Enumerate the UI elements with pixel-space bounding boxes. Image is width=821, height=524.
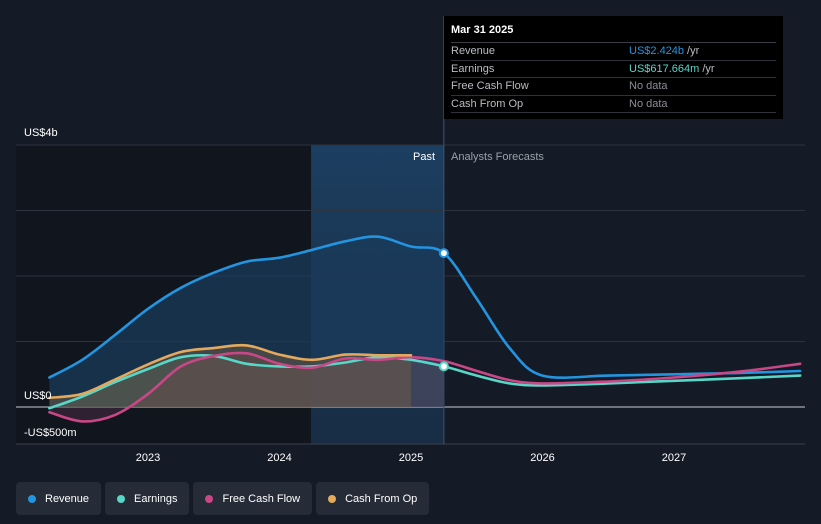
revenue-line (48, 235, 802, 379)
tooltip-value: No data (629, 80, 668, 92)
free-cash-flow-line (48, 351, 802, 423)
tooltip-label: Free Cash Flow (451, 80, 529, 92)
tooltip-label: Revenue (451, 45, 496, 57)
tooltip-value: US$2.424b (629, 45, 685, 57)
y-axis-bottom-label: -US$500m (24, 427, 77, 439)
tooltip-row-cash-from-op: Cash From Op No data (451, 96, 776, 113)
x-tick-label: 2027 (662, 452, 686, 464)
forecast-region-label: Analysts Forecasts (451, 151, 544, 163)
tooltip-label: Earnings (451, 62, 495, 75)
tooltip-row-free-cash-flow: Free Cash Flow No data (451, 78, 776, 96)
tooltip-unit: /yr (702, 62, 715, 75)
legend-label: Earnings (134, 492, 178, 505)
tooltip-value: US$617.664m (629, 62, 700, 75)
legend-label: Cash From Op (345, 492, 418, 505)
earnings-dot-icon (117, 494, 126, 503)
tooltip-row-revenue: Revenue US$2.424b /yr (451, 43, 776, 61)
tooltip-date: Mar 31 2025 (451, 24, 776, 43)
legend-item-earnings[interactable]: Earnings (105, 482, 190, 515)
tooltip-unit: /yr (687, 45, 700, 57)
legend-item-free-cash-flow[interactable]: Free Cash Flow (193, 482, 313, 515)
chart-legend: Revenue Earnings Free Cash Flow Cash Fro… (16, 482, 430, 515)
legend-item-revenue[interactable]: Revenue (16, 482, 102, 515)
legend-label: Revenue (45, 492, 90, 505)
y-axis-zero-label: US$0 (24, 390, 52, 402)
y-axis-top-label: US$4b (24, 127, 58, 139)
past-region-label: Past (413, 151, 435, 163)
data-tooltip: Mar 31 2025 Revenue US$2.424b /yr Earnin… (444, 16, 783, 119)
cash-from-op-dot-icon (328, 494, 337, 503)
legend-label: Free Cash Flow (222, 492, 301, 505)
x-tick-label: 2025 (399, 452, 423, 464)
tooltip-value: No data (629, 97, 668, 110)
free-cash-flow-area (49, 352, 444, 422)
x-tick-label: 2024 (267, 452, 291, 464)
revenue-dot-icon (28, 494, 36, 503)
legend-item-cash-from-op[interactable]: Cash From Op (316, 482, 430, 515)
x-tick-label: 2023 (136, 452, 160, 464)
cash-from-op-line (48, 343, 413, 400)
tooltip-row-earnings: Earnings US$617.664m /yr (451, 61, 776, 78)
earnings-marker (438, 361, 449, 372)
revenue-marker (438, 248, 449, 259)
tooltip-label: Cash From Op (451, 97, 524, 110)
x-tick-label: 2026 (530, 452, 554, 464)
cash-from-op-area (49, 345, 412, 407)
free-cash-flow-dot-icon (205, 494, 214, 503)
